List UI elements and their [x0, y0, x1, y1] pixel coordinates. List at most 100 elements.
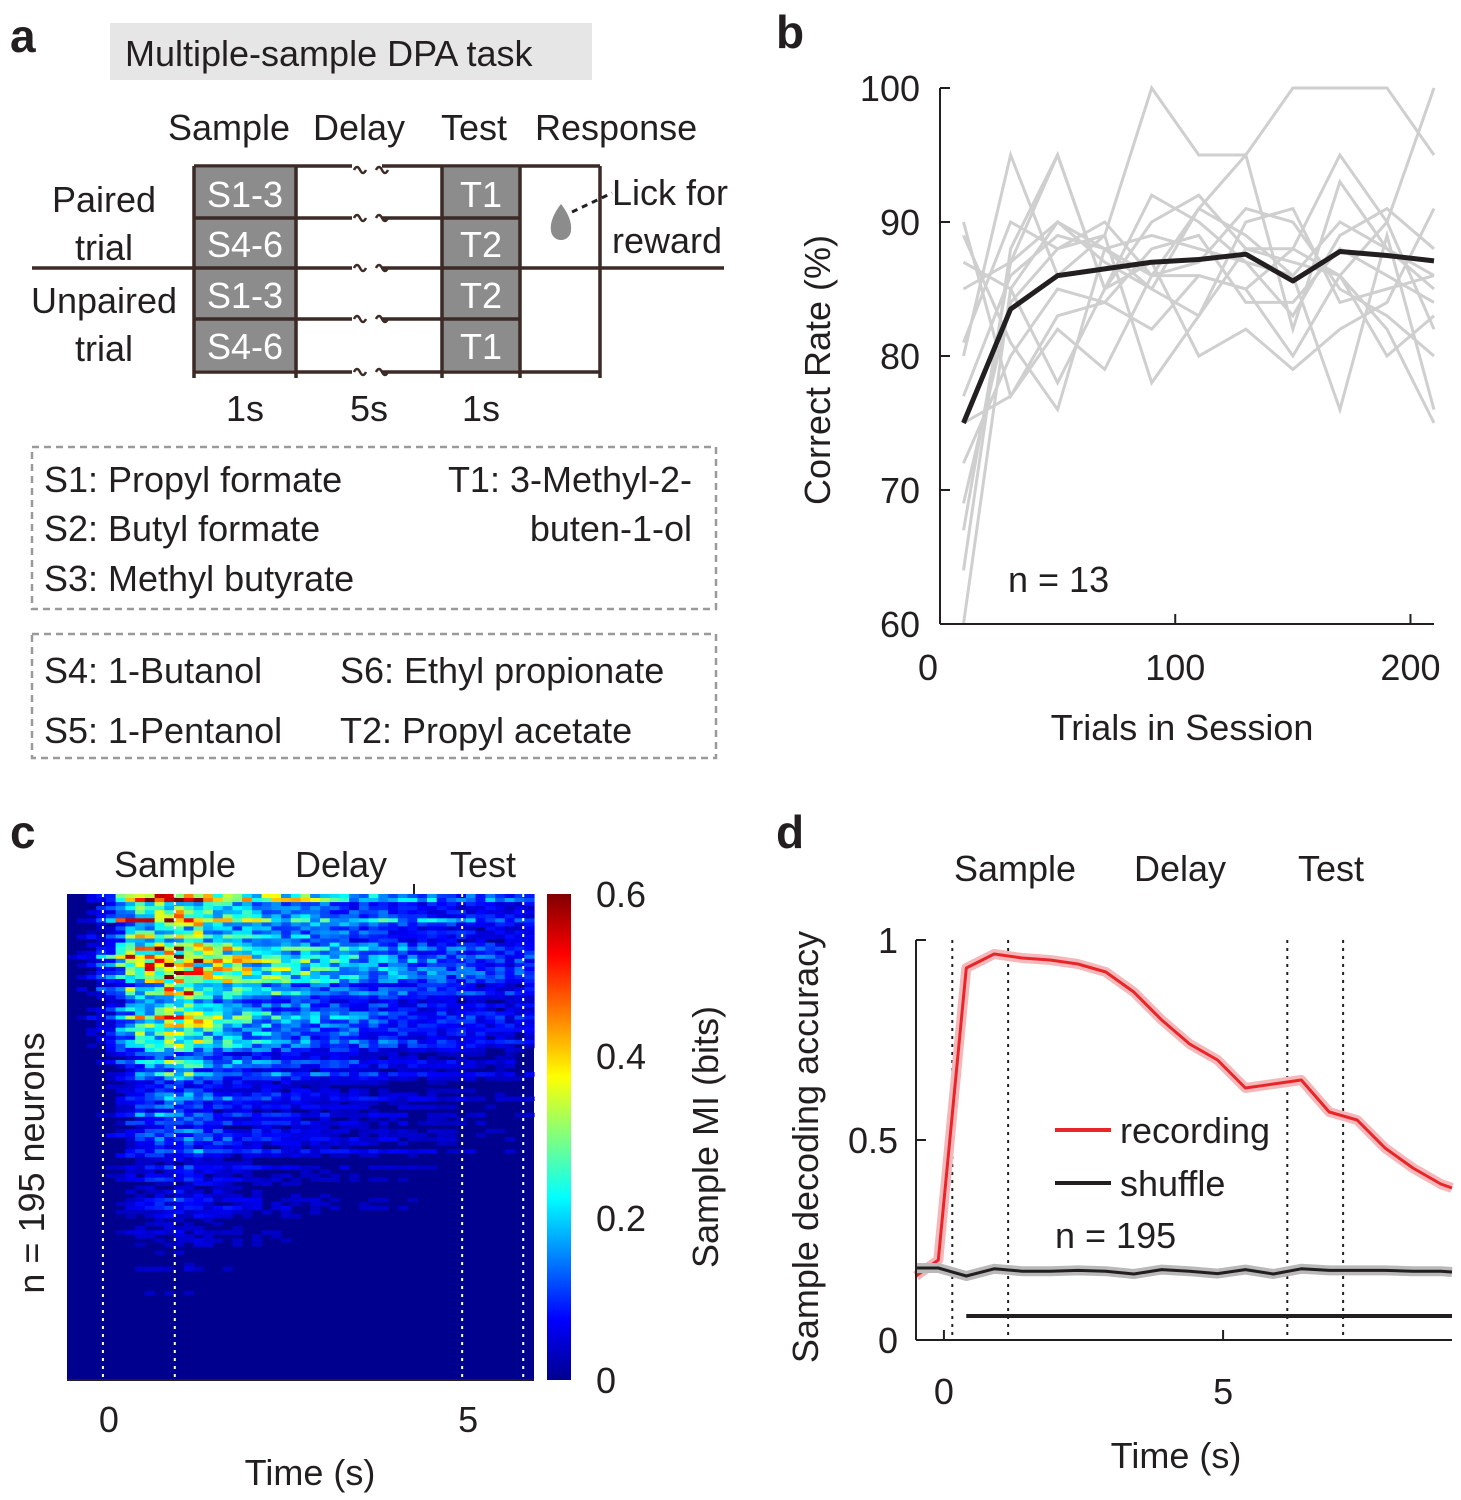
c-heatmap-cell — [183, 1169, 195, 1174]
c-heatmap-cell — [339, 1128, 350, 1134]
c-heatmap-cell — [495, 1019, 506, 1024]
c-heatmap-cell — [203, 1153, 214, 1158]
c-heatmap-cell — [281, 942, 292, 948]
c-heatmap-cell — [514, 1027, 525, 1033]
c-heatmap-cell — [222, 1007, 233, 1012]
c-heatmap-cell — [281, 1039, 292, 1045]
c-heatmap-cell — [358, 1027, 370, 1033]
c-heatmap-cell — [281, 987, 292, 992]
c-heatmap-cell — [504, 1043, 516, 1049]
c-heatmap-cell — [300, 914, 311, 919]
c-heatmap-cell — [242, 1197, 253, 1203]
c-heatmap-cell — [310, 1100, 321, 1105]
c-heatmap-cell — [456, 1056, 467, 1061]
c-heatmap-cell — [358, 991, 370, 996]
c-heatmap-cell — [193, 1133, 204, 1138]
c-heatmap-cell — [212, 1141, 224, 1146]
c-heatmap-cell — [222, 975, 233, 980]
c-heatmap-cell — [96, 1019, 107, 1024]
odor-t1-line2: buten-1-ol — [530, 508, 692, 549]
c-heatmap-cell — [105, 1023, 117, 1029]
c-heatmap-cell — [378, 1177, 389, 1182]
c-heatmap-cell — [329, 1137, 340, 1142]
c-heatmap-cell — [76, 975, 87, 980]
c-heatmap-cell — [135, 938, 146, 943]
c-heatmap-cell — [222, 1266, 233, 1272]
c-heatmap-cell — [212, 1149, 224, 1154]
c-heatmap-cell — [514, 1112, 525, 1118]
c-heatmap-cell — [320, 983, 331, 988]
c-heatmap-cell — [174, 1100, 185, 1105]
c-heatmap-cell — [232, 1128, 243, 1134]
c-heatmap-cell — [232, 1104, 243, 1110]
c-heatmap-cell — [271, 1133, 282, 1138]
c-heatmap-cell — [271, 1177, 282, 1182]
c-heatmap-cell — [164, 971, 175, 976]
c-heatmap-cell — [320, 995, 331, 1000]
c-heatmap-cell — [232, 1108, 243, 1114]
c-heatmap-cell — [174, 962, 185, 968]
c-heatmap-cell — [251, 926, 263, 931]
c-heatmap-cell — [290, 934, 302, 939]
c-heatmap-cell — [320, 966, 331, 972]
c-heatmap-cell — [456, 979, 467, 984]
c-heatmap-cell — [271, 1023, 282, 1029]
c-heatmap-cell — [135, 1177, 146, 1182]
c-heatmap-cell — [329, 1205, 340, 1211]
c-heatmap-cell — [524, 926, 535, 931]
c-heatmap-cell — [183, 1052, 195, 1057]
c-heatmap-cell — [212, 1088, 224, 1093]
c-heatmap-cell — [144, 966, 156, 972]
c-heatmap-cell — [271, 1104, 282, 1110]
c-heatmap-cell — [115, 1007, 126, 1012]
c-heatmap-cell — [446, 1047, 457, 1053]
c-heatmap-cell — [417, 1137, 428, 1142]
row2-sample-label: S4-6 — [207, 224, 283, 265]
c-heatmap-cell — [251, 1242, 263, 1247]
c-heatmap-cell — [96, 934, 107, 939]
c-heatmap-cell — [475, 962, 486, 968]
c-heatmap-cell — [339, 1072, 350, 1077]
c-heatmap-cell — [475, 1027, 486, 1033]
c-heatmap-cell — [86, 934, 97, 939]
c-heatmap-cell — [96, 954, 107, 960]
c-heatmap-cell — [446, 1027, 457, 1033]
c-heatmap-cell — [397, 1177, 409, 1182]
c-heatmap-cell — [115, 1153, 126, 1158]
c-heatmap-cell — [183, 987, 195, 992]
c-heatmap-cell — [154, 898, 165, 903]
c-heatmap-cell — [271, 962, 282, 968]
c-heatmap-cell — [397, 991, 409, 996]
c-heatmap-cell — [368, 1052, 379, 1057]
c-heatmap-cell — [115, 906, 126, 911]
c-heatmap-cell — [281, 950, 292, 956]
c-heatmap-cell — [203, 1133, 214, 1138]
c-heatmap-cell — [164, 1080, 175, 1085]
c-heatmap-cell — [329, 1039, 340, 1045]
c-heatmap-cell — [281, 958, 292, 964]
c-heatmap-cell — [329, 1096, 340, 1101]
c-heatmap-cell — [524, 1072, 535, 1077]
c-heatmap-cell — [154, 1116, 165, 1122]
c-heatmap-cell — [320, 1084, 331, 1089]
c-heatmap-cell — [261, 975, 272, 980]
c-heatmap-cell — [183, 1189, 195, 1195]
c-heatmap-cell — [144, 926, 156, 931]
c-heatmap-cell — [320, 954, 331, 960]
c-heatmap-cell — [407, 1007, 418, 1012]
c-heatmap-cell — [174, 1052, 185, 1057]
c-heatmap-cell — [105, 926, 117, 931]
c-heatmap-cell — [251, 1060, 263, 1065]
c-heatmap-cell — [261, 1112, 272, 1118]
c-heatmap-cell — [320, 1027, 331, 1033]
c-heatmap-cell — [300, 983, 311, 988]
c-heatmap-cell — [495, 1092, 506, 1097]
c-heatmap-cell — [242, 1157, 253, 1162]
c-heatmap-cell — [290, 999, 302, 1004]
c-heatmap-cell — [125, 1019, 136, 1024]
c-heatmap-cell — [222, 1141, 233, 1146]
c-heatmap-cell — [388, 918, 399, 923]
c-heatmap-cell — [388, 1064, 399, 1069]
c-heatmap-cell — [174, 1043, 185, 1049]
d-y-tick-label: 0.5 — [848, 1120, 898, 1161]
